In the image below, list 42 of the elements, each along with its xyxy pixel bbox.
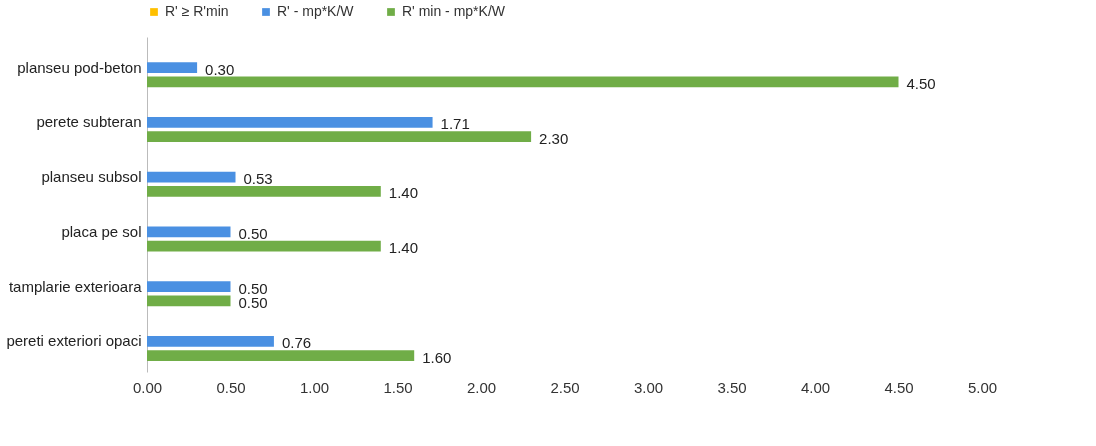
legend-label: R' min - mp*K/W (402, 3, 506, 19)
data-label: 0.76 (281, 334, 312, 352)
x-tick-label: 3.00 (633, 378, 664, 396)
x-tick-label: 5.00 (967, 378, 998, 396)
bar (147, 171, 236, 183)
y-tick-label: pereti exteriori opaci (6, 332, 142, 350)
data-label: 0.50 (238, 224, 268, 242)
bar (147, 295, 231, 307)
data-label: 2.30 (539, 129, 569, 147)
bar (147, 240, 381, 252)
y-tick-label: planseu pod-beton (17, 58, 142, 76)
x-tick-label: 3.50 (717, 378, 747, 396)
bar (147, 335, 274, 347)
data-label: 1.40 (388, 184, 418, 202)
y-tick-label: tamplarie exterioara (8, 277, 143, 295)
y-tick-label: perete subteran (36, 113, 142, 131)
bar (147, 186, 381, 197)
bar (147, 281, 231, 292)
y-tick-label: placa pe sol (61, 222, 142, 240)
data-label: 4.50 (906, 74, 936, 92)
bar (147, 76, 899, 88)
bar (147, 350, 415, 362)
data-label: 0.30 (205, 60, 235, 78)
data-label: 0.53 (243, 170, 273, 188)
legend-label: R' ≥ R'min (165, 3, 229, 19)
data-label: 1.60 (422, 348, 452, 366)
x-tick-label: 4.00 (800, 378, 831, 396)
y-tick-label: planseu subsol (41, 168, 142, 186)
x-tick-label: 2.50 (550, 378, 580, 396)
x-tick-label: 0.50 (216, 378, 246, 396)
legend-label: R' - mp*K/W (277, 3, 355, 19)
bar (147, 226, 231, 238)
bar (147, 62, 198, 74)
x-tick-label: 4.50 (884, 378, 914, 396)
data-label: 1.71 (440, 115, 470, 133)
data-label: 1.40 (388, 239, 418, 257)
x-tick-label: 0.00 (132, 378, 163, 396)
x-tick-label: 1.00 (299, 378, 330, 396)
x-tick-label: 1.50 (383, 378, 413, 396)
x-tick-label: 2.00 (466, 378, 497, 396)
bar (147, 117, 433, 128)
bar (147, 131, 532, 143)
